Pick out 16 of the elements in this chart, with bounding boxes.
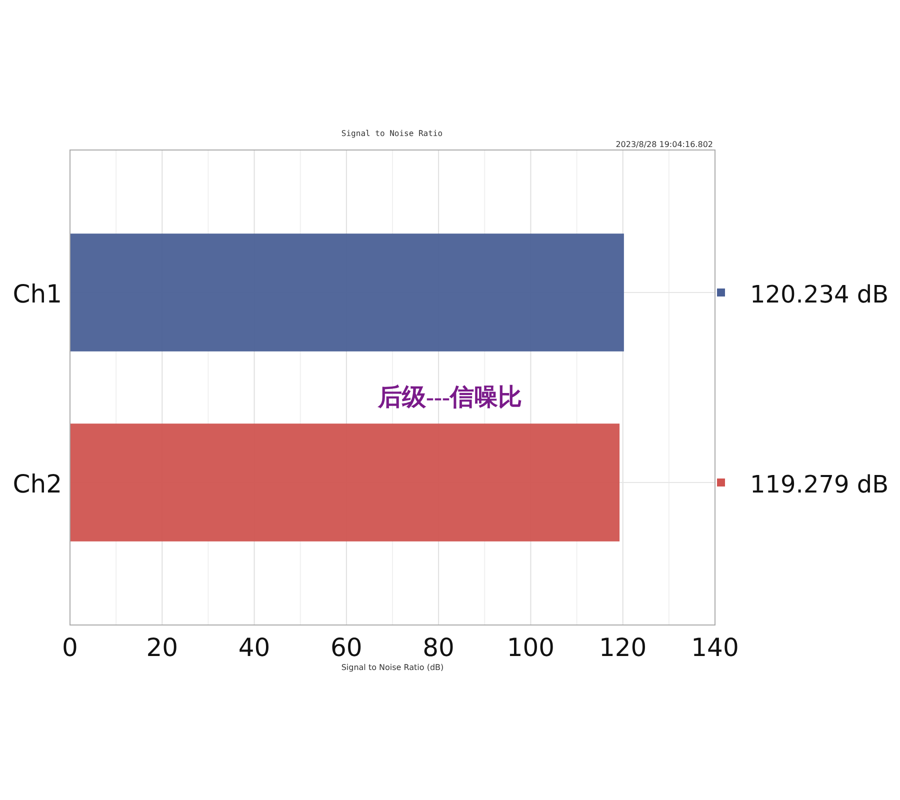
x-tick-label: 80 <box>422 633 454 662</box>
x-tick-label: 20 <box>146 633 178 662</box>
annotation: 后级---信噪比 <box>377 384 522 411</box>
x-tick-label: 40 <box>238 633 270 662</box>
x-tick-label: 100 <box>506 633 555 662</box>
x-tick-label: 60 <box>330 633 362 662</box>
x-tick-label: 120 <box>599 633 647 662</box>
x-axis-title: Signal to Noise Ratio (dB) <box>341 663 444 672</box>
y-tick-label: Ch1 <box>12 280 62 308</box>
chart-title: Signal to Noise Ratio <box>341 129 443 138</box>
x-tick-label: 0 <box>62 633 78 662</box>
data-label: 119.279 dB <box>750 470 889 498</box>
chart-subtitle: 2023/8/28 19:04:16.802 <box>616 140 713 149</box>
data-label: 120.234 dB <box>750 280 889 308</box>
x-tick-label: 140 <box>691 633 739 662</box>
y-tick-label: Ch2 <box>12 470 62 498</box>
